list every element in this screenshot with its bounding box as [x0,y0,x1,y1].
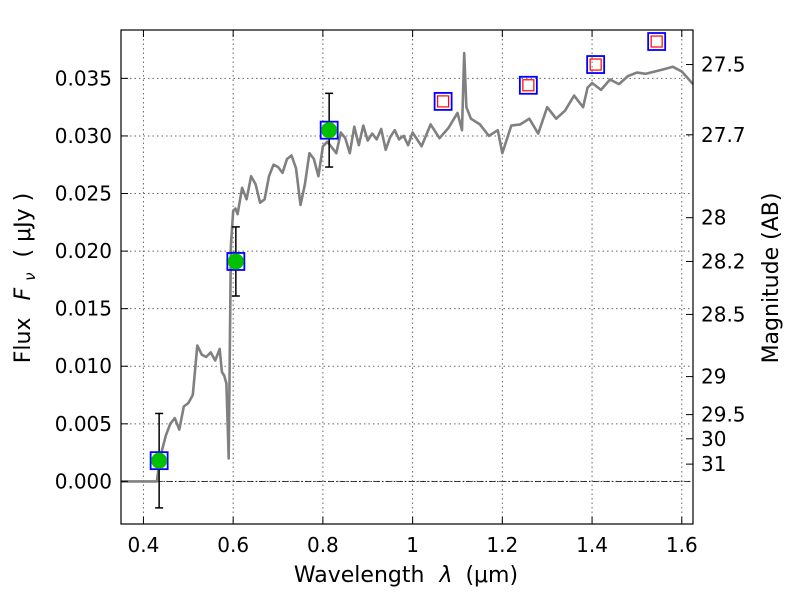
y-axis-label-symbol: F [11,287,36,300]
mag-tick-label: 27.7 [701,123,746,147]
mag-tick-label: 29 [701,365,726,389]
x-tick-label: 1.4 [576,533,608,557]
x-tick-label: 1 [406,533,419,557]
photometry-markers [149,32,667,509]
sed-line [121,51,694,483]
detection-point [321,122,338,139]
y-tick-label: 0.020 [55,239,112,263]
upper-limit-marker [650,35,663,48]
detection-point [151,452,168,469]
y-tick-label: 0.010 [55,354,112,378]
axis-labels: Wavelength λ (μm) Flux F ν ( μJy ) Magni… [11,193,784,588]
x-axis-label: Wavelength λ (μm) [294,563,518,588]
grid [121,30,693,524]
y-tick-label: 0.015 [55,297,112,321]
band-box [433,91,453,111]
band-box [226,252,246,271]
band-box [319,120,339,140]
mag-tick-label: 31 [701,452,726,476]
mag-tick-label: 29.5 [701,403,746,427]
y-axis-label-text: Flux [11,317,36,363]
y-axis-label: Flux F ν ( μJy ) [11,193,41,363]
mag-tick-label: 28.2 [701,249,746,273]
axes [120,29,694,525]
band-box [647,32,667,51]
x-tick-label: 0.4 [128,533,160,557]
mag-tick-label: 28.5 [701,302,746,326]
detection-point [227,253,244,270]
ticks: 0.4 0.6 0.8 1 1.2 1.4 1.6 0.000 0.005 0.010 0.015 0… [55,30,746,557]
y-tick-label: 0.035 [55,66,112,90]
y-tick-label: 0.005 [55,412,112,436]
x-axis-label-text: Wavelength [294,563,425,588]
band-box [149,451,169,471]
band-box [586,55,606,74]
y-tick-label: 0.025 [55,182,112,206]
upper-limit-marker [522,79,535,92]
x-axis-label-unit: (μm) [465,563,518,588]
y2-axis-label: Magnitude (AB) [759,193,784,364]
band-box [518,75,538,95]
mag-tick-label: 30 [701,427,726,451]
x-tick-label: 1.2 [486,533,518,557]
upper-limit-marker [437,95,450,108]
y-tick-label: 0.030 [55,124,112,148]
plot-frame [120,29,694,525]
y-axis-label-unit: ( μJy ) [11,193,36,258]
mag-tick-label: 27.5 [701,53,746,77]
model-sed [121,51,694,483]
mag-tick-label: 28 [701,206,726,230]
y-axis-label-subscript: ν [21,272,39,280]
x-tick-label: 0.6 [217,533,249,557]
x-tick-label: 0.8 [307,533,339,557]
y-tick-label: 0.000 [55,469,112,493]
x-tick-label: 1.6 [666,533,698,557]
upper-limit-marker [589,58,602,71]
x-axis-label-symbol: λ [438,563,452,588]
